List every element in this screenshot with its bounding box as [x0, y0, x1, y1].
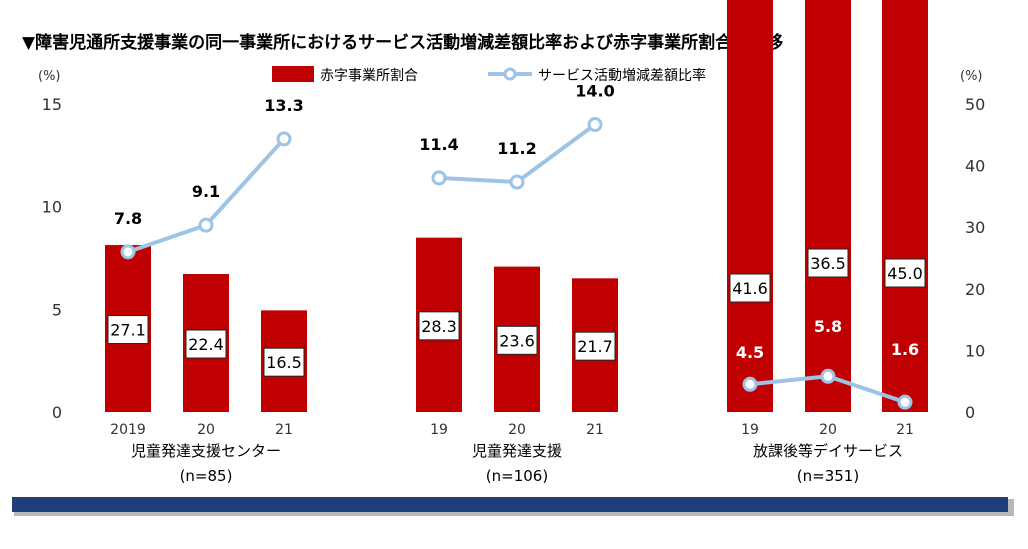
- line-value-label: 1.6: [891, 340, 919, 359]
- category-label: 19: [741, 422, 759, 438]
- line-value-label: 9.1: [192, 182, 220, 201]
- lines-layer: [120, 117, 913, 410]
- group-name: 放課後等デイサービス: [753, 442, 903, 460]
- line-point: [509, 174, 525, 190]
- category-label: 2019: [110, 422, 146, 438]
- right-tick-label: 50: [965, 95, 985, 114]
- bar-value-box: [807, 248, 849, 278]
- bar-value-label: 36.5: [810, 254, 846, 273]
- right-tick-label: 30: [965, 218, 985, 237]
- bar-value-label: 22.4: [188, 335, 224, 354]
- category-label: 20: [197, 422, 215, 438]
- line-point: [587, 117, 603, 133]
- category-label: 21: [275, 422, 293, 438]
- left-tick-label: 15: [42, 95, 62, 114]
- group-name: 児童発達支援: [472, 442, 562, 460]
- line-value-label: 11.4: [419, 135, 458, 154]
- bar-value-box: [729, 273, 771, 303]
- bar-value-label: 45.0: [887, 264, 923, 283]
- left-axis-ticks: 0 5 10 15: [42, 95, 62, 422]
- bar: [882, 0, 928, 412]
- category-label: 20: [819, 422, 837, 438]
- bar-value-box: [418, 311, 460, 341]
- line-value-label: 5.8: [814, 317, 842, 336]
- bottom-band: [12, 497, 1008, 512]
- line-value-label: 7.8: [114, 209, 142, 228]
- legend-bar-label: 赤字事業所割合: [320, 67, 418, 84]
- line-point: [276, 131, 292, 147]
- bar-value-label: 23.6: [499, 331, 535, 350]
- bar-value-label: 28.3: [421, 317, 457, 336]
- line-point: [820, 368, 836, 384]
- line-point: [198, 217, 214, 233]
- bar: [727, 0, 773, 412]
- right-axis-unit: (%): [960, 69, 983, 84]
- line-point: [431, 170, 447, 186]
- right-tick-label: 10: [965, 341, 985, 360]
- line-point: [742, 376, 758, 392]
- right-tick-label: 40: [965, 157, 985, 176]
- group-sample-size: (n=351): [797, 467, 859, 485]
- group-name: 児童発達支援センター: [131, 442, 281, 460]
- legend-bar-swatch: [272, 66, 314, 82]
- right-tick-label: 0: [965, 403, 975, 422]
- line-point: [120, 244, 136, 260]
- labels-layer: 27.1 22.4 16.5 7.8 9.1 13.3 28.3 23.6 21.7 11.4 11…: [107, 82, 926, 377]
- group-sample-size: (n=106): [486, 467, 548, 485]
- category-label: 20: [508, 422, 526, 438]
- bar-value-box: [107, 315, 149, 345]
- legend-line-label: サービス活動増減差額比率: [538, 67, 706, 84]
- left-tick-label: 10: [42, 198, 62, 217]
- chart-title: ▼障害児通所支援事業の同一事業所におけるサービス活動増減差額比率および赤字事業所…: [22, 32, 783, 53]
- bar-value-label: 41.6: [732, 279, 768, 298]
- bar-value-label: 21.7: [577, 337, 613, 356]
- legend-line-marker: [503, 67, 517, 81]
- line-value-label: 4.5: [736, 343, 764, 362]
- category-label: 21: [586, 422, 604, 438]
- left-tick-label: 0: [52, 403, 62, 422]
- line-value-label: 13.3: [264, 96, 303, 115]
- line-value-label: 14.0: [575, 82, 614, 101]
- bar-value-label: 16.5: [266, 353, 302, 372]
- bar: [805, 0, 851, 412]
- bar-value-box: [185, 329, 227, 359]
- bar-value-box: [263, 347, 305, 377]
- left-tick-label: 5: [52, 300, 62, 319]
- bar-value-label: 27.1: [110, 321, 146, 340]
- group-sample-size: (n=85): [180, 467, 233, 485]
- bar-value-box: [884, 258, 926, 288]
- left-axis-unit: (%): [38, 69, 61, 84]
- category-label: 19: [430, 422, 448, 438]
- bar-value-box: [574, 331, 616, 361]
- line-value-label: 11.2: [497, 139, 536, 158]
- line-point: [897, 394, 913, 410]
- category-label: 21: [896, 422, 914, 438]
- right-tick-label: 20: [965, 280, 985, 299]
- bar-value-box: [496, 325, 538, 355]
- right-axis-ticks: 0 10 20 30 40 50: [965, 95, 985, 422]
